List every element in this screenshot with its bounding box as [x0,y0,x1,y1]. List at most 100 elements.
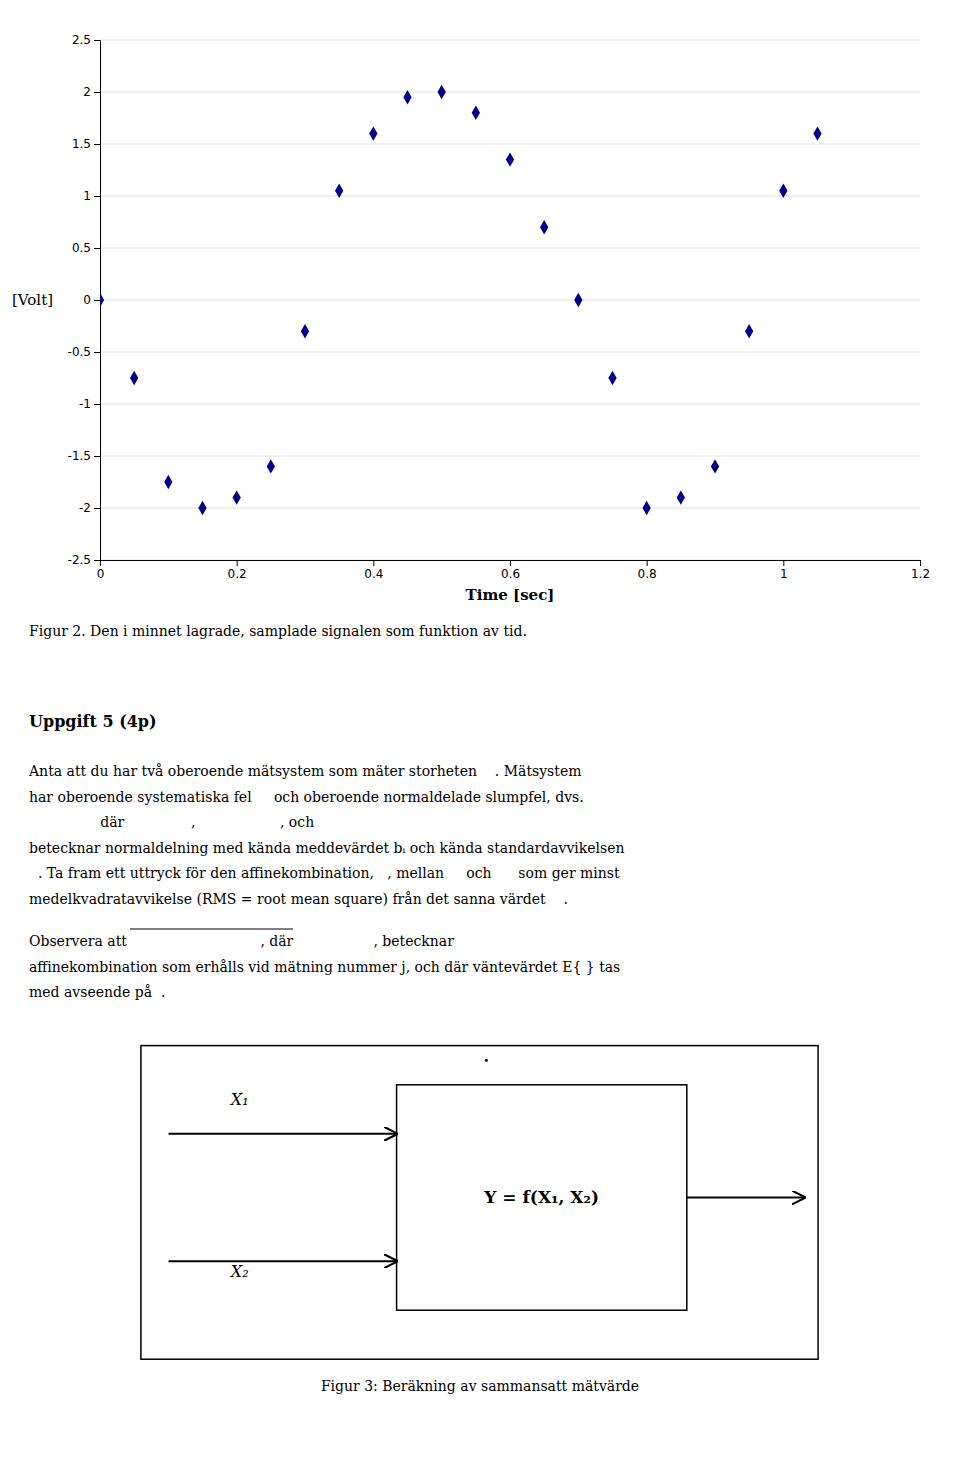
tick-mark [94,144,100,145]
tick: 1 [780,560,788,581]
tick: 1 [83,189,100,203]
grid-line [100,300,920,301]
tick-label: 1 [780,567,788,581]
block-diagram [141,1046,818,1360]
grid-line [100,352,920,353]
point [540,220,548,234]
function-box [397,1085,687,1310]
tick-label: -1.5 [68,449,91,463]
tick: 1.5 [72,137,100,151]
tick-mark [94,248,100,249]
paragraph-line: där , , och [29,814,314,830]
point [643,501,651,515]
tick-mark [94,300,100,301]
tick: 2.5 [72,33,100,47]
point [369,126,377,140]
grid-line [100,456,920,457]
outer-box [141,1046,818,1360]
points [100,85,822,515]
tick: 2 [83,85,100,99]
x-axis: 0 0.2 0.4 0.6 0.8 1 1.2 [97,560,930,581]
tick-label: -1 [79,397,91,411]
task-heading: Uppgift 5 (4p) [29,712,157,731]
grid [100,40,920,560]
dot [485,1059,488,1062]
tick-mark [94,560,100,561]
point [164,475,172,489]
tick: -2 [79,501,100,515]
tick-label: 1.5 [72,137,91,151]
tick: 0.6 [501,560,520,581]
tick-label: 0 [97,567,105,581]
tick-mark [647,560,648,566]
grid-line [100,40,920,41]
tick: 0.2 [228,560,247,581]
point [574,293,582,307]
input-label: X₁ [229,1090,249,1109]
arrow [687,1197,804,1199]
paragraph-line: medelkvadratavvikelse (RMS = root mean s… [29,891,568,907]
point [301,324,309,338]
function-label: Y = f(X₁, X₂) [483,1187,599,1207]
tick-label: 0 [83,293,91,307]
paragraph-line: betecknar normaldelning med kända meddev… [29,840,625,856]
axis-line [101,561,921,567]
axis-line [94,41,101,561]
grid-line [100,92,920,93]
point [233,490,241,504]
paragraph-line: med avseende på . [29,984,165,1000]
arrow [169,1260,397,1262]
point [335,184,343,198]
tick-label: 0.2 [228,567,247,581]
tick-label: -0.5 [68,345,91,359]
paragraph-line: Anta att du har två oberoende mätsystem … [28,763,581,779]
grid-line [100,248,920,249]
tick-label: -2.5 [68,553,91,567]
point [608,371,616,385]
tick: 1.2 [911,560,930,581]
grid-line [100,196,920,197]
tick: -1 [79,397,100,411]
tick-label: -2 [79,501,91,515]
point [267,459,275,473]
tick: -2.5 [68,553,100,567]
point [711,459,719,473]
tick: 0.8 [638,560,657,581]
x-axis-title: Time [sec] [466,586,555,604]
tick: 0.4 [364,560,383,581]
tick-mark [94,508,100,509]
tick-label: 0.8 [638,567,657,581]
grid-line [100,404,920,405]
figure-caption: Figur 3: Beräkning av sammansatt mätvärd… [321,1378,639,1394]
point [403,90,411,104]
figure-caption: Figur 2. Den i minnet lagrade, samplade … [29,623,527,639]
point [506,152,514,166]
overline [130,929,293,930]
y-axis-title: [Volt] [12,291,53,309]
point [472,106,480,120]
tick-mark [94,196,100,197]
tick: 0.5 [72,241,100,255]
point [438,85,446,99]
point [198,501,206,515]
arrow [169,1133,397,1135]
tick-mark [94,40,100,41]
tick-mark [94,352,100,353]
tick-label: 1 [83,189,91,203]
tick: -1.5 [68,449,100,463]
input-label: X₂ [229,1262,249,1281]
paragraph-line: affinekombination som erhålls vid mätnin… [29,959,620,975]
tick-label: 2.5 [72,33,91,47]
tick-label: 0.4 [364,567,383,581]
tick-mark [510,560,511,566]
tick-mark [373,560,374,566]
tick-label: 0.5 [72,241,91,255]
page: 0 0.2 0.4 0.6 0.8 1 1.2 -2.5 -2 -1.5 -1 -0.5 0 0.5 1 1.… [0,0,960,1459]
tick-mark [94,404,100,405]
tick-mark [94,456,100,457]
y-axis: -2.5 -2 -1.5 -1 -0.5 0 0.5 1 1.5 2 2.5 [68,33,101,567]
point [779,184,787,198]
tick-mark [237,560,238,566]
paragraph-line: har oberoende systematiska fel och obero… [29,789,584,805]
tick-label: 0.6 [501,567,520,581]
